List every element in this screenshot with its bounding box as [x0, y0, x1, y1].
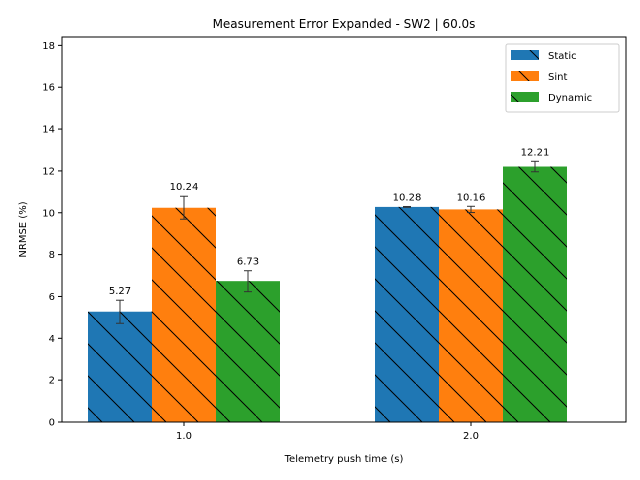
legend-label: Dynamic	[548, 93, 592, 104]
chart-title: Measurement Error Expanded - SW2 | 60.0s	[213, 17, 476, 31]
data-label: 10.24	[170, 182, 199, 193]
error-bar	[244, 270, 252, 293]
data-label: 10.16	[457, 192, 486, 203]
error-bar	[531, 160, 539, 173]
y-tick-label: 2	[49, 376, 55, 387]
error-bar	[403, 205, 411, 208]
legend-entry: Sint	[511, 71, 567, 83]
y-tick-label: 18	[42, 41, 55, 52]
y-tick-label: 12	[42, 166, 55, 177]
legend-entry: Static	[511, 50, 577, 62]
data-label: 6.73	[237, 257, 259, 268]
bar	[375, 206, 439, 422]
error-bar	[180, 195, 188, 220]
y-tick-label: 8	[49, 250, 55, 261]
y-tick-label: 10	[42, 208, 55, 219]
y-axis-label: NRMSE (%)	[18, 201, 29, 257]
x-axis: 1.0 2.0	[176, 422, 479, 442]
data-label: 10.28	[393, 192, 422, 203]
legend: Static Sint Dynamic	[505, 43, 620, 113]
y-tick-label: 14	[42, 125, 55, 136]
y-axis: 0 2 4 6 8 10 12 14 16 18	[42, 41, 62, 429]
plot-frame	[61, 36, 627, 423]
y-tick-label: 16	[42, 83, 55, 94]
x-tick-label: 1.0	[176, 431, 192, 442]
bar	[216, 281, 280, 422]
error-bars-layer	[116, 160, 539, 324]
bar	[503, 166, 567, 422]
bars-layer	[88, 166, 567, 422]
y-tick-label: 0	[49, 418, 55, 429]
error-bar	[116, 299, 124, 324]
legend-entry: Dynamic	[511, 92, 592, 104]
y-tick-label: 4	[49, 334, 55, 345]
y-tick-label: 6	[49, 292, 55, 303]
data-labels-layer: 5.27 10.28 10.24 10.16 6.73 12.21	[109, 147, 549, 297]
x-axis-label: Telemetry push time (s)	[284, 454, 404, 465]
data-label: 5.27	[109, 286, 131, 297]
bar	[439, 209, 503, 422]
x-tick-label: 2.0	[463, 431, 479, 442]
data-label: 12.21	[521, 147, 550, 158]
error-bar	[467, 205, 475, 214]
bar	[152, 207, 216, 422]
legend-label: Sint	[548, 72, 567, 83]
legend-label: Static	[548, 51, 577, 62]
bar	[88, 311, 152, 422]
